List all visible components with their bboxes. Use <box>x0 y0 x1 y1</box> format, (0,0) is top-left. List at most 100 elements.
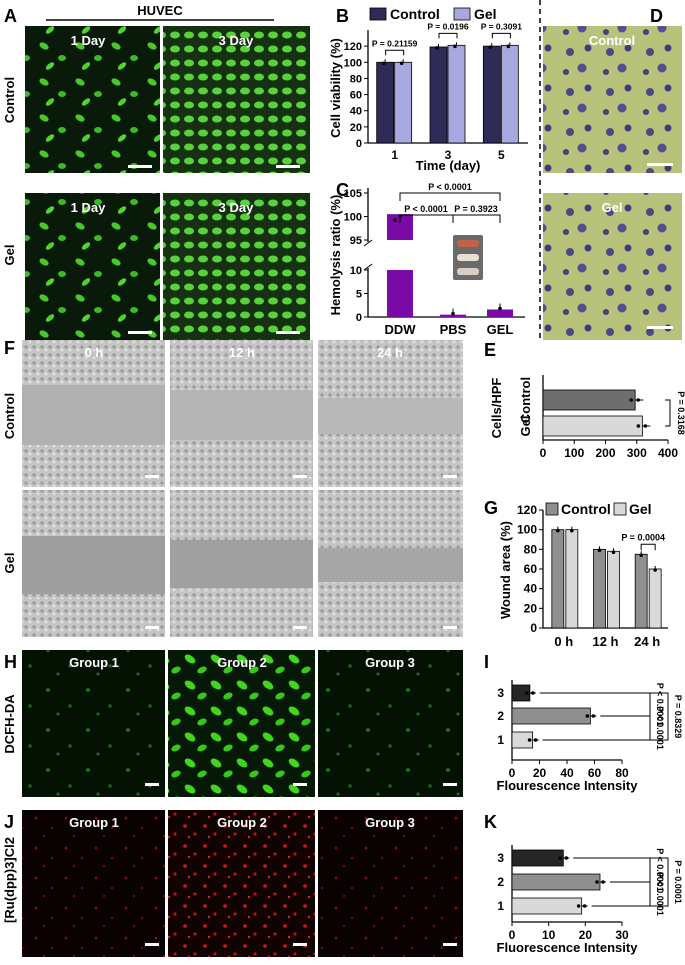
scale-bar <box>293 943 307 946</box>
col-label-1day: 1 Day <box>71 33 106 48</box>
data-point <box>636 398 640 402</box>
x-tick-label: 24 h <box>634 634 660 649</box>
x-tick-label: 0 <box>540 446 547 460</box>
y-tick-label: 105 <box>344 188 362 200</box>
data-point <box>582 904 587 908</box>
axis-break-mark <box>363 239 373 247</box>
scale-bar <box>276 331 300 334</box>
bar-ddw-lower <box>387 270 413 317</box>
panel-a: A HUVEC Control Gel 1 Day 3 Day 1 Day 3 … <box>2 3 310 340</box>
data-point <box>653 568 657 572</box>
panel-letter-d: D <box>650 6 663 26</box>
scale-bar <box>443 943 457 946</box>
y-tick-label: 20 <box>350 122 362 134</box>
col-label-group2: Group 2 <box>217 655 267 670</box>
y-axis-label: Cell viability (%) <box>328 38 343 138</box>
col-label-group2: Group 2 <box>217 815 267 830</box>
y-tick-label: 2 <box>497 875 504 889</box>
image-gel-1day <box>25 193 160 340</box>
bar-gel <box>394 61 413 144</box>
image-group3-red <box>318 810 463 957</box>
col-label-1day-gel: 1 Day <box>71 200 106 215</box>
col-label-24h: 24 h <box>377 345 403 360</box>
panel-g: G 0 20 40 60 80 100 120 Wound area (%) 0 h 12 h 24… <box>484 498 668 649</box>
col-label-group1: Group 1 <box>69 815 119 830</box>
image-group2-green <box>168 650 315 797</box>
data-point <box>585 714 590 718</box>
p-value-label: P < 0.0001 <box>404 204 448 214</box>
x-tick-label: PBS <box>440 322 467 337</box>
legend-label-gel: Gel <box>629 501 652 517</box>
bar-control <box>634 553 648 629</box>
y-tick-label: 2 <box>497 709 504 723</box>
image-group2-red <box>168 810 315 957</box>
data-point <box>564 856 569 860</box>
data-point <box>527 738 532 742</box>
scale-bar <box>145 626 159 629</box>
scale-bar <box>443 783 457 786</box>
bar-gel <box>565 529 579 629</box>
y-tick-label: 80 <box>350 73 362 85</box>
image-group3-green <box>318 650 463 797</box>
data-point <box>556 528 560 533</box>
data-point <box>533 738 538 742</box>
scale-bar <box>647 326 673 329</box>
col-label-3day: 3 Day <box>219 33 254 48</box>
data-point <box>531 691 535 695</box>
bar-control <box>482 45 501 144</box>
scale-bar <box>145 943 159 946</box>
y-tick-label: 100 <box>344 57 362 69</box>
data-point <box>506 44 511 49</box>
scale-bar <box>145 475 159 478</box>
bar-control <box>593 548 606 629</box>
row-label-control: Control <box>2 393 17 439</box>
col-label-group3: Group 3 <box>365 655 415 670</box>
row-label-control: Control <box>2 77 17 123</box>
label-control: Control <box>589 33 635 48</box>
x-tick-label: 0 <box>509 928 516 942</box>
y-tick-label: 60 <box>350 90 362 102</box>
bar-pbs <box>440 314 466 317</box>
col-label-group1: Group 1 <box>69 655 119 670</box>
p-value-label: P = 0.0004 <box>621 532 665 542</box>
legend-swatch-control <box>545 502 559 516</box>
y-tick-label: 100 <box>517 523 537 537</box>
scale-bar <box>647 163 673 166</box>
col-label-12h: 12 h <box>229 345 255 360</box>
x-tick-label: 20 <box>579 928 593 942</box>
data-point <box>399 61 404 66</box>
y-tick-label: 0 <box>530 621 537 635</box>
data-point <box>611 550 616 555</box>
x-tick-label: GEL <box>487 322 514 337</box>
bar-gel <box>500 44 519 144</box>
significance-bracket <box>640 543 656 551</box>
bar-gel <box>607 550 620 629</box>
image-gel-3day <box>163 193 310 340</box>
bar-group-2 <box>511 873 601 891</box>
p-value-label: P = 0.3168 <box>676 391 685 435</box>
x-tick-label: 300 <box>627 446 647 460</box>
scale-bar <box>276 165 300 168</box>
bar-control <box>542 389 636 411</box>
y-tick-label: 60 <box>524 562 538 576</box>
data-point <box>576 904 581 908</box>
scale-bar <box>293 626 307 629</box>
p-value-label: P < 0.0001 <box>655 683 665 727</box>
panel-c: C 95 100 105 0 5 10 Hemolysis ratio (%) DDW PBS G… <box>328 180 525 337</box>
p-value-label: P = 0.8329 <box>673 695 683 739</box>
image-group1-green <box>22 650 165 797</box>
y-tick-label: 100 <box>344 212 362 224</box>
data-point <box>381 61 386 66</box>
p-value-label: P = 0.3923 <box>454 204 498 214</box>
p-value-label: P < 0.0001 <box>428 182 472 192</box>
data-point <box>591 714 596 718</box>
bar-group-1 <box>511 897 583 915</box>
data-point <box>435 46 439 50</box>
panel-letter-b: B <box>336 6 349 26</box>
